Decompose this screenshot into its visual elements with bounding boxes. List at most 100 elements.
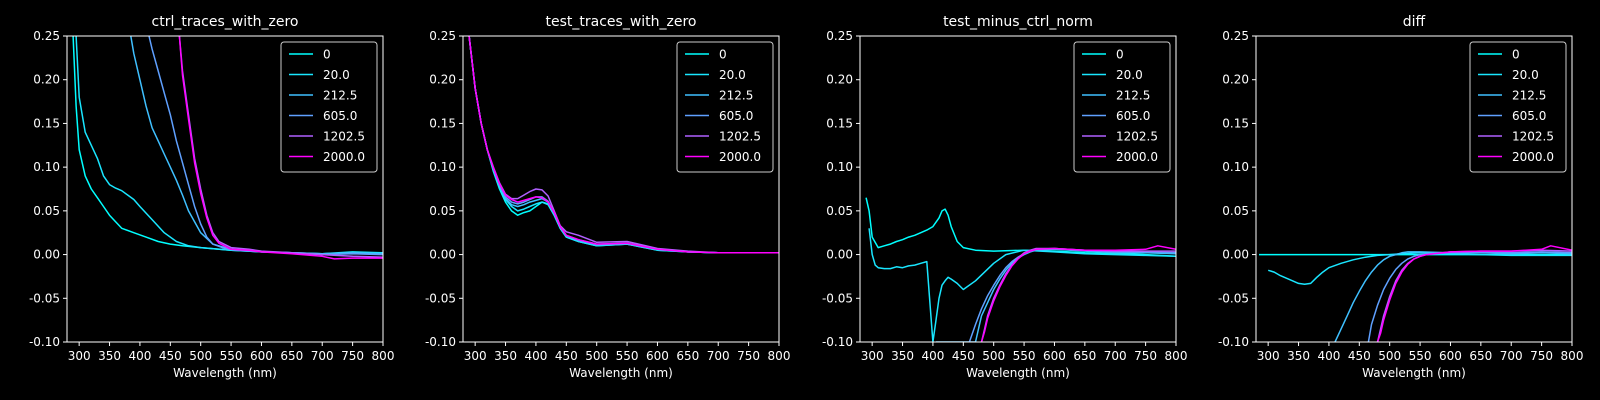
y-tick-label: 0.15 <box>826 116 853 130</box>
axes-frame <box>1255 35 1573 343</box>
x-tick-label: 450 <box>555 349 578 363</box>
x-tick-label: 450 <box>1348 349 1371 363</box>
x-tick-label: 300 <box>861 349 884 363</box>
legend-entry-label: 605.0 <box>719 109 753 123</box>
y-tick-label: 0.15 <box>429 116 456 130</box>
x-tick-label: 600 <box>1439 349 1462 363</box>
x-tick-label: 550 <box>616 349 639 363</box>
series-line-20.0 <box>1267 252 1572 286</box>
y-tick-label: 0.25 <box>429 29 456 43</box>
legend-entry-label: 0 <box>1512 48 1520 62</box>
y-tick-label: 0.00 <box>826 248 853 262</box>
series-group <box>468 36 779 254</box>
x-tick-label: 450 <box>952 349 975 363</box>
x-tick-label: 300 <box>1257 349 1280 363</box>
y-tick-label: -0.05 <box>1218 291 1249 305</box>
y-tick-label: 0.10 <box>826 160 853 174</box>
y-tick-label: 0.25 <box>826 29 853 43</box>
x-tick-label: 500 <box>1378 349 1401 363</box>
y-tick-label: 0.05 <box>33 204 60 218</box>
legend-entry-label: 20.0 <box>719 68 746 82</box>
x-tick-label: 800 <box>768 349 791 363</box>
chart-panel-0: 300 350 400 450 500 550 600 650 700 750 800 -0.10 -0… <box>29 14 395 380</box>
series-line-2000.0 <box>980 245 1176 342</box>
x-tick-label: 500 <box>585 349 608 363</box>
x-tick-label: 550 <box>1013 349 1036 363</box>
x-tick-label: 550 <box>1409 349 1432 363</box>
x-tick-label: 800 <box>1561 349 1584 363</box>
x-tick-label: 550 <box>220 349 243 363</box>
chart-panel-1: 300 350 400 450 500 550 600 650 700 750 800 -0.10 -0… <box>425 14 791 380</box>
legend-entry-label: 605.0 <box>1512 109 1546 123</box>
x-tick-label: 750 <box>341 349 364 363</box>
x-tick-label: 700 <box>707 349 730 363</box>
y-tick-label: -0.05 <box>425 291 456 305</box>
series-line-1202.5 <box>1376 249 1572 342</box>
legend: 0 20.0 212.5 605.0 1202.5 2000.0 <box>1073 41 1171 173</box>
y-tick-label: 0.05 <box>429 204 456 218</box>
x-tick-label: 600 <box>250 349 273 363</box>
legend-entry-label: 1202.5 <box>1512 130 1554 144</box>
y-tick-label: 0.20 <box>826 73 853 87</box>
legend-entry-label: 605.0 <box>323 109 357 123</box>
legend-entry-label: 1202.5 <box>719 130 761 144</box>
chart-title: test_traces_with_zero <box>546 14 697 30</box>
legend: 0 20.0 212.5 605.0 1202.5 2000.0 <box>280 41 378 173</box>
y-tick-label: -0.10 <box>29 335 60 349</box>
y-tick-label: 0.20 <box>429 73 456 87</box>
x-tick-label: 300 <box>68 349 91 363</box>
y-tick-label: -0.05 <box>29 291 60 305</box>
x-tick-label: 300 <box>464 349 487 363</box>
y-tick-label: -0.05 <box>822 291 853 305</box>
x-tick-label: 500 <box>189 349 212 363</box>
legend-entry-label: 0 <box>323 48 331 62</box>
x-tick-label: 400 <box>128 349 151 363</box>
x-tick-label: 350 <box>1287 349 1310 363</box>
legend-entry-label: 212.5 <box>719 89 753 103</box>
x-tick-label: 700 <box>1104 349 1127 363</box>
series-line-2000.0 <box>1376 245 1572 342</box>
x-axis-label: Wavelength (nm) <box>173 366 277 380</box>
legend-entry-label: 2000.0 <box>1116 150 1158 164</box>
y-tick-label: 0.10 <box>1222 160 1249 174</box>
x-axis-label: Wavelength (nm) <box>569 366 673 380</box>
series-line-0 <box>865 197 1176 258</box>
x-tick-label: 400 <box>1317 349 1340 363</box>
y-tick-label: 0.00 <box>429 248 456 262</box>
legend-entry-label: 212.5 <box>1116 89 1150 103</box>
x-tick-label: 700 <box>1500 349 1523 363</box>
chart-title: ctrl_traces_with_zero <box>152 14 299 30</box>
y-tick-label: 0.05 <box>1222 204 1249 218</box>
y-tick-label: 0.00 <box>1222 248 1249 262</box>
y-tick-label: 0.05 <box>826 204 853 218</box>
y-tick-label: -0.10 <box>822 335 853 349</box>
legend-entry-label: 20.0 <box>1116 68 1143 82</box>
axes-frame <box>859 35 1177 343</box>
x-tick-label: 650 <box>280 349 303 363</box>
series-line-20.0 <box>868 228 1176 342</box>
legend-entry-label: 20.0 <box>1512 68 1539 82</box>
y-tick-label: 0.25 <box>33 29 60 43</box>
x-tick-label: 450 <box>159 349 182 363</box>
y-tick-label: -0.10 <box>1218 335 1249 349</box>
chart-title: diff <box>1403 14 1426 30</box>
x-tick-label: 350 <box>891 349 914 363</box>
legend-entry-label: 2000.0 <box>719 150 761 164</box>
legend: 0 20.0 212.5 605.0 1202.5 2000.0 <box>676 41 774 173</box>
series-line-605.0 <box>1367 251 1572 342</box>
x-tick-label: 350 <box>98 349 121 363</box>
y-tick-label: 0.15 <box>33 116 60 130</box>
x-tick-label: 700 <box>311 349 334 363</box>
legend-entry-label: 1202.5 <box>323 130 365 144</box>
x-tick-label: 350 <box>494 349 517 363</box>
x-tick-label: 600 <box>1043 349 1066 363</box>
x-tick-label: 600 <box>646 349 669 363</box>
x-tick-label: 750 <box>737 349 760 363</box>
x-tick-label: 400 <box>524 349 547 363</box>
y-tick-label: 0.15 <box>1222 116 1249 130</box>
y-tick-label: 0.10 <box>33 160 60 174</box>
y-tick-label: 0.10 <box>429 160 456 174</box>
series-line-212.5 <box>936 248 1176 342</box>
legend-entry-label: 2000.0 <box>1512 150 1554 164</box>
